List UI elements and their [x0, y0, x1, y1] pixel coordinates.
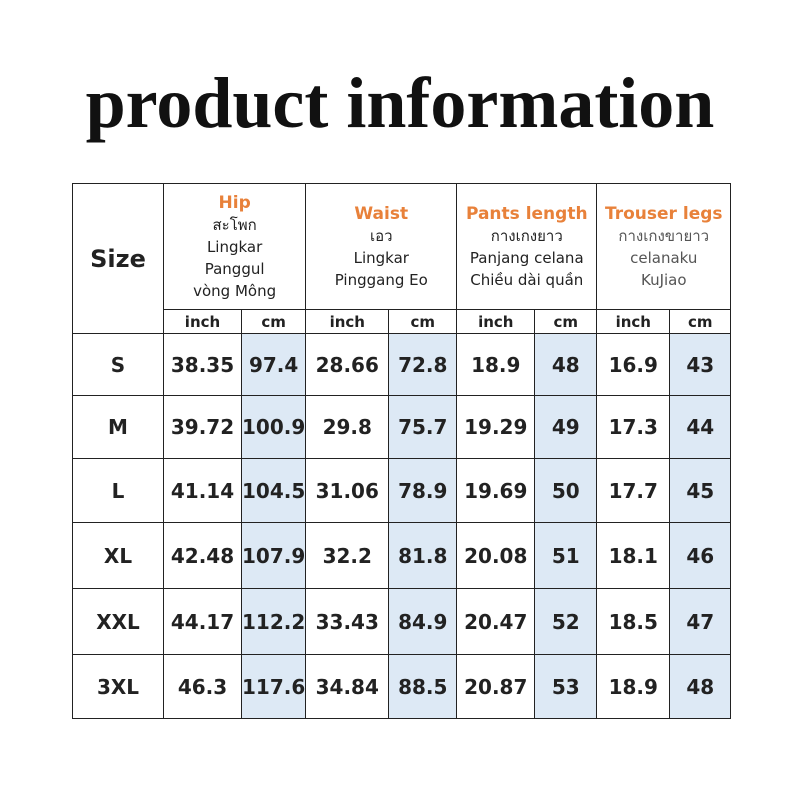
size-cell: 3XL — [72, 654, 164, 719]
value-cell: 100.9 — [240, 395, 307, 459]
value-cell: 20.87 — [456, 654, 536, 719]
value-cell: 72.8 — [388, 333, 458, 396]
value-cell: 44.17 — [163, 588, 242, 655]
unit-cell: cm — [388, 309, 458, 334]
data-row: L 41.14 104.5 31.06 78.9 19.69 50 17.7 45 — [72, 458, 732, 523]
group-title: Pants length — [465, 203, 588, 224]
group-header: Trouser legs กางเกงขายาว celanaku KuJiao — [596, 183, 732, 310]
title: product information — [85, 63, 715, 143]
group-line: Pinggang Eo — [334, 270, 428, 289]
unit-cell: cm — [240, 309, 307, 334]
value-cell: 45 — [669, 458, 732, 523]
value-cell: 17.7 — [596, 458, 671, 523]
value-cell: 52 — [534, 588, 598, 655]
group-header: Waist เอว Lingkar Pinggang Eo — [305, 183, 458, 310]
data-row: XL 42.48 107.9 32.2 81.8 20.08 51 18.1 46 — [72, 522, 732, 589]
value-cell: 17.3 — [596, 395, 671, 459]
value-cell: 46.3 — [163, 654, 242, 719]
group-line: Lingkar — [353, 248, 409, 267]
value-cell: 49 — [534, 395, 598, 459]
value-cell: 48 — [669, 654, 732, 719]
value-cell: 41.14 — [163, 458, 242, 523]
group-line: vòng Mông — [193, 281, 277, 300]
value-cell: 33.43 — [305, 588, 390, 655]
value-cell: 29.8 — [305, 395, 390, 459]
data-row: M 39.72 100.9 29.8 75.7 19.29 49 17.3 44 — [72, 395, 732, 459]
unit-cell: inch — [456, 309, 536, 334]
group-line: เอว — [369, 226, 393, 245]
unit-cell: inch — [596, 309, 671, 334]
size-cell: L — [72, 458, 164, 523]
value-cell: 18.9 — [456, 333, 536, 396]
group-header: Hip สะโพก Lingkar Panggul vòng Mông — [162, 183, 307, 310]
value-cell: 88.5 — [388, 654, 458, 719]
data-row: XXL 44.17 112.2 33.43 84.9 20.47 52 18.5 47 — [72, 588, 732, 655]
value-cell: 107.9 — [240, 522, 307, 589]
unit-cell: inch — [163, 309, 242, 334]
group-line: celanaku — [630, 248, 698, 267]
group-line: KuJiao — [640, 270, 687, 289]
value-cell: 78.9 — [388, 458, 458, 523]
value-cell: 81.8 — [388, 522, 458, 589]
group-line: Chiều dài quần — [470, 270, 584, 289]
group-title: Hip — [218, 192, 251, 213]
value-cell: 51 — [534, 522, 598, 589]
value-cell: 53 — [534, 654, 598, 719]
group-line: กางเกงขายาว — [618, 226, 710, 245]
size-table: Size Hip สะโพก Lingkar Panggul vòng Mông Waist… — [72, 183, 732, 719]
size-header: Size — [72, 183, 164, 334]
value-cell: 31.06 — [305, 458, 390, 523]
value-cell: 19.29 — [456, 395, 536, 459]
data-row: 3XL 46.3 117.6 34.84 88.5 20.87 53 18.9 48 — [72, 654, 732, 719]
size-cell: XL — [72, 522, 164, 589]
value-cell: 32.2 — [305, 522, 390, 589]
value-cell: 47 — [669, 588, 732, 655]
group-line: กางเกงยาว — [490, 226, 563, 245]
value-cell: 42.48 — [163, 522, 242, 589]
value-cell: 38.35 — [163, 333, 242, 396]
value-cell: 43 — [669, 333, 732, 396]
size-cell: XXL — [72, 588, 164, 655]
unit-cell: inch — [305, 309, 390, 334]
value-cell: 97.4 — [240, 333, 307, 396]
unit-row: inch cm inch cm inch cm inch cm — [73, 309, 732, 334]
value-cell: 75.7 — [388, 395, 458, 459]
group-line: Panggul — [204, 259, 265, 278]
data-row: S 38.35 97.4 28.66 72.8 18.9 48 16.9 43 — [72, 333, 732, 396]
value-cell: 112.2 — [240, 588, 307, 655]
value-cell: 20.08 — [456, 522, 536, 589]
value-cell: 18.9 — [596, 654, 671, 719]
group-title: Trouser legs — [605, 203, 723, 224]
header-row: Size Hip สะโพก Lingkar Panggul vòng Mông Waist… — [72, 183, 732, 334]
group-line: สะโพก — [212, 215, 257, 234]
value-cell: 50 — [534, 458, 598, 523]
unit-cell: cm — [534, 309, 598, 334]
size-cell: S — [72, 333, 164, 396]
size-cell: M — [72, 395, 164, 459]
value-cell: 117.6 — [240, 654, 307, 719]
value-cell: 39.72 — [163, 395, 242, 459]
value-cell: 34.84 — [305, 654, 390, 719]
value-cell: 19.69 — [456, 458, 536, 523]
value-cell: 28.66 — [305, 333, 390, 396]
group-title: Waist — [354, 203, 409, 224]
value-cell: 18.1 — [596, 522, 671, 589]
value-cell: 18.5 — [596, 588, 671, 655]
value-cell: 84.9 — [388, 588, 458, 655]
value-cell: 104.5 — [240, 458, 307, 523]
value-cell: 20.47 — [456, 588, 536, 655]
group-line: Panjang celana — [469, 248, 584, 267]
value-cell: 44 — [669, 395, 732, 459]
group-header: Pants length กางเกงยาว Panjang celana Chiều… — [456, 183, 598, 310]
value-cell: 48 — [534, 333, 598, 396]
value-cell: 16.9 — [596, 333, 671, 396]
unit-cell: cm — [669, 309, 732, 334]
value-cell: 46 — [669, 522, 732, 589]
group-line: Lingkar — [206, 237, 263, 256]
